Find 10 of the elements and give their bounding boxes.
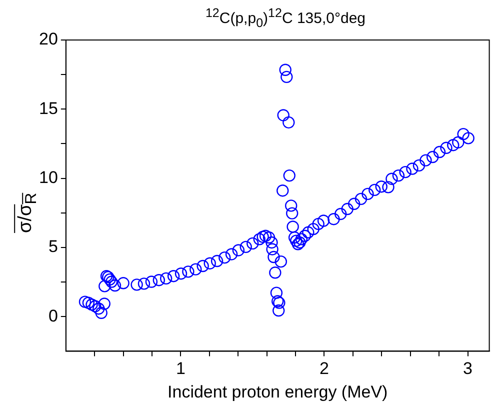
x-tick-label: 1 bbox=[176, 359, 186, 378]
y-tick-label: 10 bbox=[38, 168, 58, 187]
x-tick-label: 2 bbox=[320, 359, 329, 378]
y-tick-label: 15 bbox=[38, 98, 58, 118]
y-tick-label: 20 bbox=[38, 30, 58, 49]
x-axis-title: Incident proton energy (MeV) bbox=[168, 382, 388, 402]
x-tick-label: 3 bbox=[463, 359, 473, 378]
chart-title: $^{12}$C(p,p$_{0}$)$^{12}$C 135,0°deg bbox=[204, 6, 366, 30]
y-tick-label: 0 bbox=[48, 306, 58, 326]
y-tick-label: 5 bbox=[48, 237, 58, 256]
